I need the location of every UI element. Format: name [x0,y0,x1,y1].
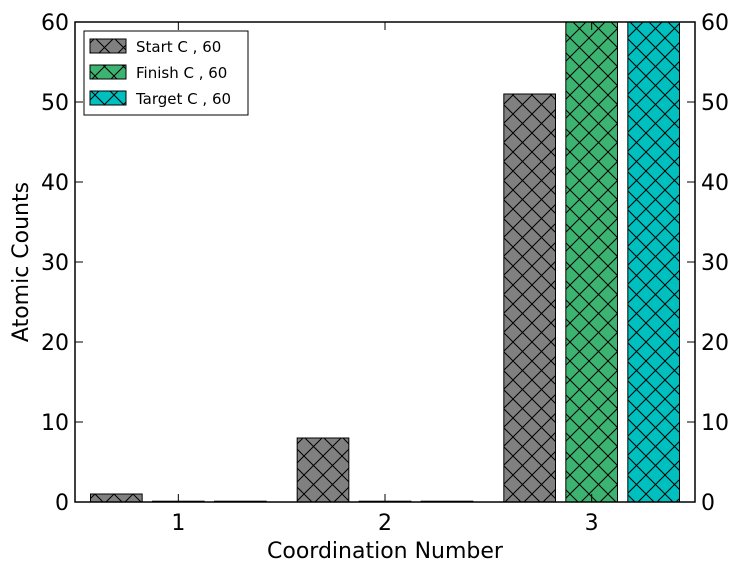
legend-item-2: Finish C , 60 [89,64,227,82]
legend: Start C , 60 Finish C , 60 Target C , 60 [83,30,249,116]
y-tick-label-left-0: 0 [55,491,69,516]
x-axis-label: Coordination Number [267,539,504,564]
y-tick-label-left-4: 40 [41,171,69,196]
y-axis-label: Atomic Counts [9,182,34,342]
bar-2-3 [565,21,618,503]
bar-3-3 [627,21,680,503]
y-tick-label-left-3: 30 [41,251,69,276]
y-tick-label-left-6: 60 [41,11,69,36]
y-tick-label-right-3: 30 [701,251,729,276]
x-tick-label-0: 1 [171,511,185,536]
bars-layer [90,21,680,503]
legend-item-3: Target C , 60 [89,90,231,108]
y-tick-label-right-6: 60 [701,11,729,36]
legend-label-3: Target C , 60 [135,90,231,108]
y-tick-label-right-5: 50 [701,91,729,116]
y-tick-label-right-4: 40 [701,171,729,196]
bar-1-3 [503,93,557,503]
x-tick-label-1: 2 [378,511,392,536]
y-tick-label-left-1: 10 [41,411,69,436]
x-tick-label-2: 3 [585,511,599,536]
legend-label-2: Finish C , 60 [136,64,227,82]
y-tick-label-right-0: 0 [701,491,715,516]
y-tick-label-left-2: 20 [41,331,69,356]
bar-1-1 [90,493,143,503]
y-tick-label-right-2: 20 [701,331,729,356]
legend-item-1: Start C , 60 [89,38,221,56]
bar-1-2 [296,437,350,503]
y-tick-label-right-1: 10 [701,411,729,436]
legend-label-1: Start C , 60 [136,38,221,56]
y-tick-label-left-5: 50 [41,91,69,116]
ticks-layer: 0 10 20 30 40 50 60 0 10 20 30 40 50 60 1 2 3 [41,11,729,536]
